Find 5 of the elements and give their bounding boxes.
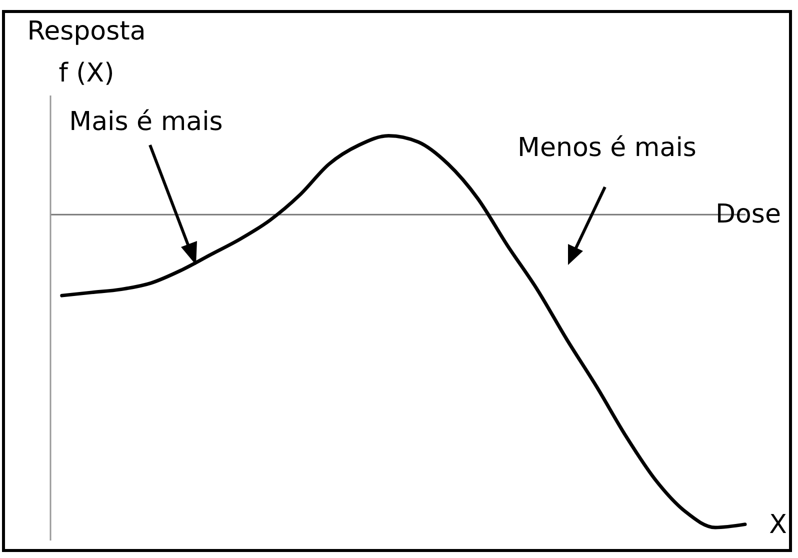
y-axis-title: Resposta f (X) <box>27 16 146 88</box>
annotation: Mais é mais <box>69 107 223 137</box>
text: X <box>769 510 787 540</box>
x-axis-title: Dose <box>716 200 781 230</box>
annotation: Menos é mais <box>518 133 696 163</box>
